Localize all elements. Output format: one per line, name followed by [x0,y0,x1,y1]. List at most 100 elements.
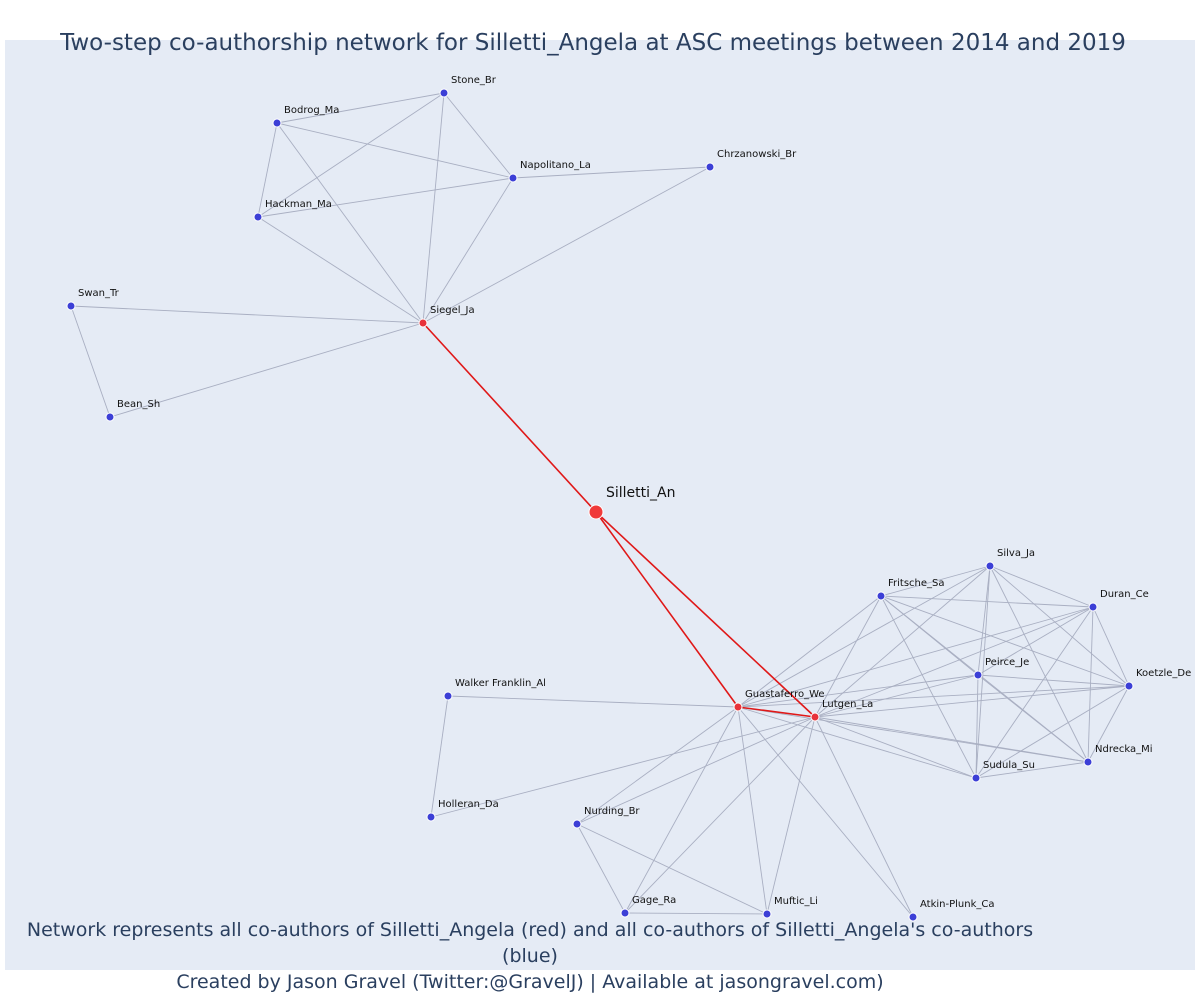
node-label-bodrog-ma: Bodrog_Ma [284,105,339,116]
node-label-koetzle-de: Koetzle_De [1136,668,1191,679]
edge-duran-ce-koetzle-de [1092,606,1130,687]
edge-guastaferro-we-fritsche-sa [737,595,882,708]
edge-stone-br-bodrog-ma [276,92,445,124]
node-holleran-da[interactable] [426,812,436,822]
node-label-fritsche-sa: Fritsche_Sa [888,578,945,589]
node-stone-br[interactable] [439,88,449,98]
node-swan-tr[interactable] [66,301,76,311]
edge-siegel-ja-swan-tr [70,305,424,324]
node-duran-ce[interactable] [1088,602,1098,612]
node-label-atkin-plunk-ca: Atkin-Plunk_Ca [920,899,995,910]
edge-guastaferro-we-nurding-br [576,706,739,825]
footnote: Network represents all co-authors of Sil… [0,917,1060,995]
node-atkin-plunk-ca[interactable] [908,912,918,922]
edge-lutgen-la-fritsche-sa [814,595,882,718]
node-label-lutgen-la: Lutgen_La [822,699,873,710]
node-ndrecka-mi[interactable] [1083,757,1093,767]
edge-lutgen-la-ndrecka-mi [814,716,1089,763]
node-bodrog-ma[interactable] [272,118,282,128]
node-label-guastaferro-we: Guastaferro_We [745,689,825,700]
edge-duran-ce-sudula-su [975,606,1094,779]
node-peirce-je[interactable] [973,670,983,680]
node-bean-sh[interactable] [105,412,115,422]
plot-area [5,40,1195,970]
edge-bodrog-ma-hackman-ma [257,122,278,218]
edge-silletti-an-lutgen-la [595,511,816,718]
node-koetzle-de[interactable] [1124,681,1134,691]
edge-lutgen-la-duran-ce [814,606,1094,718]
edge-lutgen-la-silva-ja [814,565,991,718]
node-fritsche-sa[interactable] [876,591,886,601]
edge-guastaferro-we-atkin-plunk-ca [737,706,914,918]
node-label-walker-franklin-al: Walker Franklin_Al [455,678,546,689]
edge-guastaferro-we-gage-ra [624,706,739,914]
node-chrzanowski-br[interactable] [705,162,715,172]
edge-silletti-an-siegel-ja [422,322,597,513]
node-muftic-li[interactable] [762,909,772,919]
edge-lutgen-la-peirce-je [814,674,979,718]
edge-silva-ja-peirce-je [977,565,991,676]
nodes-layer [66,88,1134,922]
node-label-siegel-ja: Siegel_Ja [430,305,475,316]
node-label-duran-ce: Duran_Ce [1100,589,1149,600]
node-lutgen-la[interactable] [810,712,820,722]
edge-duran-ce-ndrecka-mi [1087,606,1094,763]
edge-ndrecka-mi-sudula-su [975,761,1089,779]
edge-napolitano-la-hackman-ma [257,177,514,218]
node-nurding-br[interactable] [572,819,582,829]
node-label-ndrecka-mi: Ndrecka_Mi [1095,744,1153,755]
edge-peirce-je-koetzle-de [977,674,1130,687]
edge-nurding-br-muftic-li [576,823,768,915]
edge-guastaferro-we-peirce-je [737,674,979,708]
node-label-swan-tr: Swan_Tr [78,288,120,299]
node-label-chrzanowski-br: Chrzanowski_Br [717,149,797,160]
edge-guastaferro-we-muftic-li [737,706,768,915]
node-siegel-ja[interactable] [418,318,428,328]
edge-nurding-br-gage-ra [576,823,626,914]
edge-guastaferro-we-sudula-su [737,706,977,779]
edge-stone-br-hackman-ma [257,92,445,218]
edge-guastaferro-we-silva-ja [737,565,991,708]
node-label-nurding-br: Nurding_Br [584,806,640,817]
node-hackman-ma[interactable] [253,212,263,222]
node-gage-ra[interactable] [620,908,630,918]
node-silletti-an[interactable] [588,504,604,520]
node-label-holleran-da: Holleran_Da [438,799,499,810]
edge-bodrog-ma-napolitano-la [276,122,514,179]
node-walker-franklin-al[interactable] [443,691,453,701]
edge-koetzle-de-sudula-su [975,685,1130,779]
node-silva-ja[interactable] [985,561,995,571]
node-label-peirce-je: Peirce_Je [985,657,1029,668]
edge-peirce-je-ndrecka-mi [977,674,1089,763]
edge-silva-ja-fritsche-sa [880,565,991,597]
edge-silva-ja-ndrecka-mi [989,565,1089,763]
edge-silletti-an-guastaferro-we [595,511,739,708]
edge-siegel-ja-napolitano-la [422,177,514,324]
node-napolitano-la[interactable] [508,173,518,183]
edge-siegel-ja-chrzanowski-br [422,166,711,324]
chart-title: Two-step co-authorship network for Sille… [60,30,1126,56]
edge-lutgen-la-atkin-plunk-ca [814,716,914,918]
edge-napolitano-la-chrzanowski-br [512,166,711,179]
edges-layer [70,92,1130,918]
edge-guastaferro-we-walker-franklin-al [447,695,739,708]
node-label-stone-br: Stone_Br [451,75,497,86]
node-sudula-su[interactable] [971,773,981,783]
edge-fritsche-sa-sudula-su [880,595,977,779]
edge-lutgen-la-sudula-su [814,716,977,779]
edge-fritsche-sa-koetzle-de [880,595,1130,687]
edge-guastaferro-we-lutgen-la [737,706,816,718]
edge-lutgen-la-nurding-br [576,716,816,825]
edge-gage-ra-muftic-li [624,912,768,915]
node-label-hackman-ma: Hackman_Ma [265,199,332,210]
edge-lutgen-la-holleran-da [430,716,816,818]
edge-lutgen-la-koetzle-de [814,685,1130,718]
edge-guastaferro-we-duran-ce [737,606,1094,708]
labels-layer: Silletti_An Siegel_Ja Guastaferro_WeLutgen… [78,75,1191,910]
edge-walker-franklin-al-holleran-da [430,695,449,818]
node-guastaferro-we[interactable] [733,702,743,712]
edge-koetzle-de-ndrecka-mi [1087,685,1130,763]
edge-peirce-je-sudula-su [975,674,979,779]
edge-lutgen-la-gage-ra [624,716,816,914]
